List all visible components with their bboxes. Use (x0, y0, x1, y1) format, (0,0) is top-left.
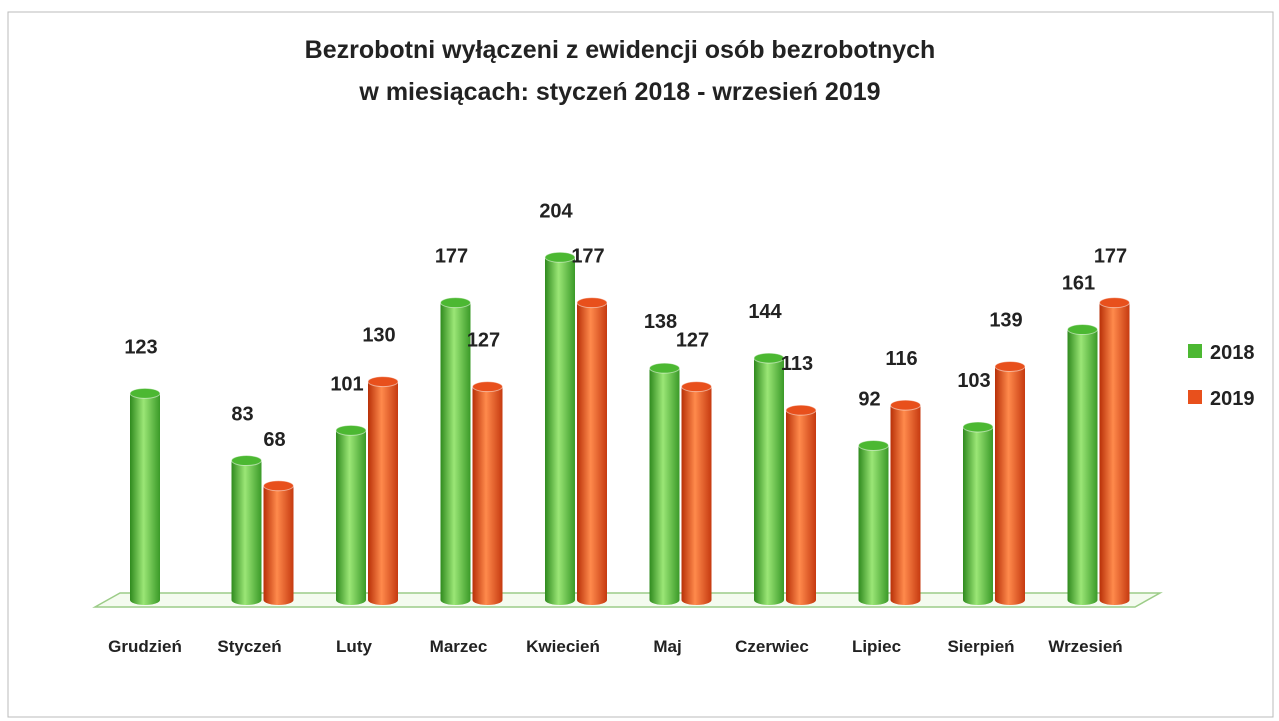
data-label: 144 (748, 301, 782, 323)
data-label: 116 (885, 348, 917, 370)
bar (963, 426, 993, 600)
data-label: 101 (330, 373, 363, 395)
bar (231, 460, 262, 600)
bar-cap (544, 251, 576, 263)
data-label: 123 (124, 336, 157, 358)
bar-cap (649, 362, 680, 374)
bar (440, 302, 471, 600)
bar-cap (753, 352, 785, 364)
x-tick-label: Sierpień (947, 637, 1014, 656)
legend-label: 2018 (1210, 342, 1255, 364)
bar (786, 410, 816, 600)
bar-cap (367, 376, 399, 388)
x-tick-label: Styczeń (217, 637, 281, 656)
bar-cap (962, 421, 994, 433)
bar-cap (576, 297, 608, 309)
chart-border (7, 11, 1274, 718)
chart-title: w miesiącach: styczeń 2018 - wrzesień 20… (358, 78, 880, 106)
data-label: 177 (435, 246, 468, 268)
data-label: 103 (957, 370, 990, 392)
bar-cap (785, 404, 817, 416)
x-tick-label: Lipiec (852, 637, 901, 656)
bar (577, 302, 607, 600)
bar-cap (440, 297, 471, 309)
x-tick-label: Czerwiec (735, 637, 809, 656)
data-label: 83 (231, 404, 253, 426)
x-tick-label: Grudzień (108, 637, 182, 656)
bar-cap (231, 455, 262, 467)
bar-cap (263, 480, 294, 492)
data-label: 127 (467, 330, 500, 352)
chart-title: Bezrobotni wyłączeni z ewidencji osób be… (305, 36, 936, 64)
x-tick-label: Wrzesień (1048, 637, 1122, 656)
data-label: 92 (858, 388, 880, 410)
bar-cap (858, 439, 889, 451)
legend-swatch (1188, 344, 1202, 358)
data-label: 161 (1062, 273, 1095, 295)
bar (681, 386, 712, 600)
data-label: 139 (989, 309, 1022, 331)
data-label: 177 (571, 246, 604, 268)
bar (1099, 302, 1130, 600)
bar-cap (1099, 297, 1130, 309)
bar-cap (681, 381, 712, 393)
legend-label: 2019 (1210, 388, 1255, 410)
bar-cap (335, 424, 367, 436)
data-label: 204 (539, 200, 573, 222)
data-label: 138 (644, 311, 677, 333)
bar (368, 381, 398, 600)
bar (649, 368, 680, 600)
bar-cap (129, 387, 161, 399)
data-label: 68 (263, 429, 285, 451)
bar (545, 257, 575, 600)
data-label: 113 (781, 353, 813, 375)
bar (472, 386, 503, 600)
data-label: 127 (676, 330, 709, 352)
bar-cap (472, 381, 503, 393)
x-tick-label: Luty (336, 637, 372, 656)
legend-swatch (1188, 390, 1202, 404)
bar (130, 393, 160, 600)
bar-cap (890, 399, 921, 411)
bar (336, 430, 366, 600)
data-label: 130 (362, 325, 395, 347)
x-tick-label: Maj (653, 637, 681, 656)
bar-cap (1067, 324, 1098, 336)
bar-cap (994, 360, 1026, 372)
x-tick-label: Marzec (430, 637, 488, 656)
data-label: 177 (1094, 246, 1127, 268)
bar (1067, 329, 1098, 600)
bar (995, 366, 1025, 600)
bar (263, 485, 294, 600)
bar (890, 405, 921, 600)
x-tick-label: Kwiecień (526, 637, 600, 656)
bar (858, 445, 889, 600)
bar (754, 358, 784, 600)
